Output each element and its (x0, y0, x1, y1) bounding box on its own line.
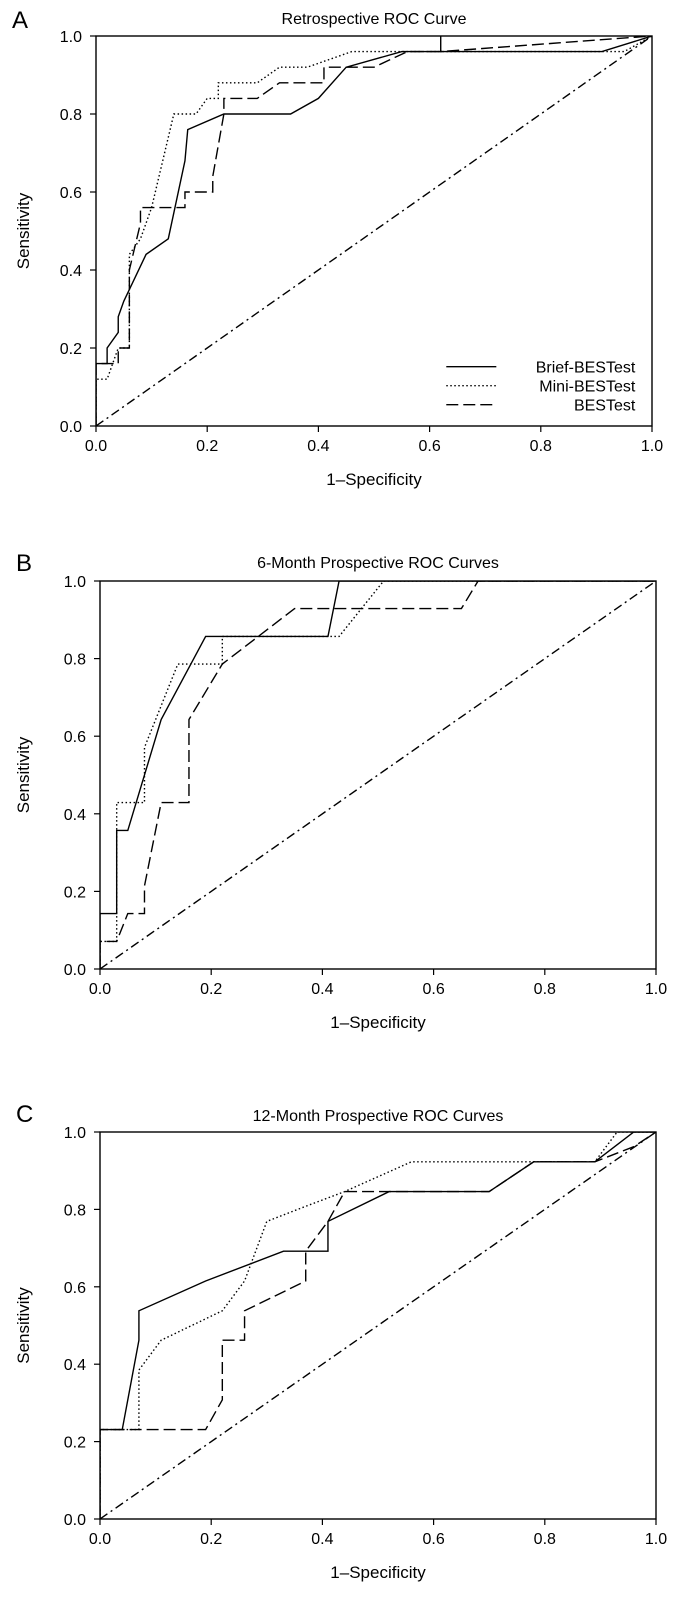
y-tick-label: 0.2 (60, 341, 82, 358)
x-tick-label: 0.0 (89, 981, 111, 998)
x-tick-label: 0.0 (89, 1531, 111, 1548)
y-tick-label: 1.0 (64, 574, 86, 591)
series-line-bestest (96, 36, 652, 426)
x-tick-label: 0.4 (311, 981, 333, 998)
legend-label: Mini-BESTest (539, 379, 636, 396)
series-line-reference-diagonal (100, 1132, 656, 1519)
panel-letter: C (16, 1101, 33, 1128)
series-line-brief-bestest (100, 581, 656, 969)
x-tick-label: 0.4 (311, 1531, 333, 1548)
y-tick-label: 0.2 (64, 1435, 86, 1452)
series-line-reference-diagonal (100, 581, 656, 969)
plot-frame (95, 35, 653, 427)
y-tick-label: 1.0 (60, 29, 82, 46)
x-tick-label: 0.8 (534, 1531, 556, 1548)
series-group (96, 36, 652, 426)
chart-title: 6-Month Prospective ROC Curves (257, 555, 499, 572)
series-line-brief-bestest (96, 36, 652, 426)
y-tick-label: 1.0 (64, 1125, 86, 1142)
chart-title: Retrospective ROC Curve (282, 11, 467, 28)
y-tick-label: 0.8 (60, 107, 82, 124)
series-group (100, 1132, 656, 1519)
roc-panel-c: C 12-Month Prospective ROC Curves 0.0 0.2 0.… (14, 1101, 667, 1582)
x-tick-label: 0.6 (418, 438, 440, 455)
y-tick-label: 0.6 (60, 185, 82, 202)
x-tick-label: 0.8 (534, 981, 556, 998)
x-axis-label: 1–Specificity (330, 1013, 426, 1032)
y-tick-label: 0.6 (64, 1280, 86, 1297)
x-tick-label: 0.8 (530, 438, 552, 455)
y-tick-label: 0.0 (60, 419, 82, 436)
y-tick-label: 0.2 (64, 884, 86, 901)
y-axis-label: Sensitivity (14, 736, 33, 813)
plot-frame (99, 1131, 657, 1520)
chart-title: 12-Month Prospective ROC Curves (253, 1108, 504, 1125)
y-tick-label: 0.8 (64, 1202, 86, 1219)
x-tick-label: 0.6 (422, 981, 444, 998)
y-axis-label: Sensitivity (14, 192, 33, 269)
y-tick-label: 0.0 (64, 1512, 86, 1529)
legend-label: Brief-BESTest (536, 360, 636, 377)
x-tick-label: 0.2 (200, 981, 222, 998)
x-tick-label: 0.0 (85, 438, 107, 455)
x-axis-label: 1–Specificity (326, 470, 422, 489)
plot-frame (99, 580, 657, 970)
y-tick-label: 0.8 (64, 652, 86, 669)
legend: Brief-BESTest Mini-BESTest BESTest (446, 360, 636, 415)
series-line-mini-bestest (96, 36, 652, 426)
x-tick-label: 1.0 (641, 438, 663, 455)
y-tick-label: 0.4 (64, 1357, 86, 1374)
series-line-bestest (100, 1132, 656, 1519)
x-tick-label: 1.0 (645, 1531, 667, 1548)
x-tick-label: 0.4 (307, 438, 329, 455)
series-group (100, 581, 656, 969)
panel-letter: B (16, 550, 32, 577)
y-tick-label: 0.4 (60, 263, 82, 280)
series-line-reference-diagonal (96, 36, 652, 426)
y-tick-label: 0.6 (64, 729, 86, 746)
x-tick-label: 0.6 (422, 1531, 444, 1548)
y-tick-label: 0.0 (64, 962, 86, 979)
roc-panel-b: B 6-Month Prospective ROC Curves 0.0 0.2 0.4… (14, 550, 667, 1032)
legend-label: BESTest (574, 398, 636, 415)
x-tick-label: 0.2 (200, 1531, 222, 1548)
roc-panel-a: A Retrospective ROC Curve 0.0 0.2 0.4 0.6 0.8 1… (12, 7, 663, 489)
panel-letter: A (12, 7, 28, 34)
x-tick-label: 1.0 (645, 981, 667, 998)
y-tick-label: 0.4 (64, 807, 86, 824)
y-axis-label: Sensitivity (14, 1287, 33, 1364)
x-axis-label: 1–Specificity (330, 1563, 426, 1582)
x-tick-label: 0.2 (196, 438, 218, 455)
